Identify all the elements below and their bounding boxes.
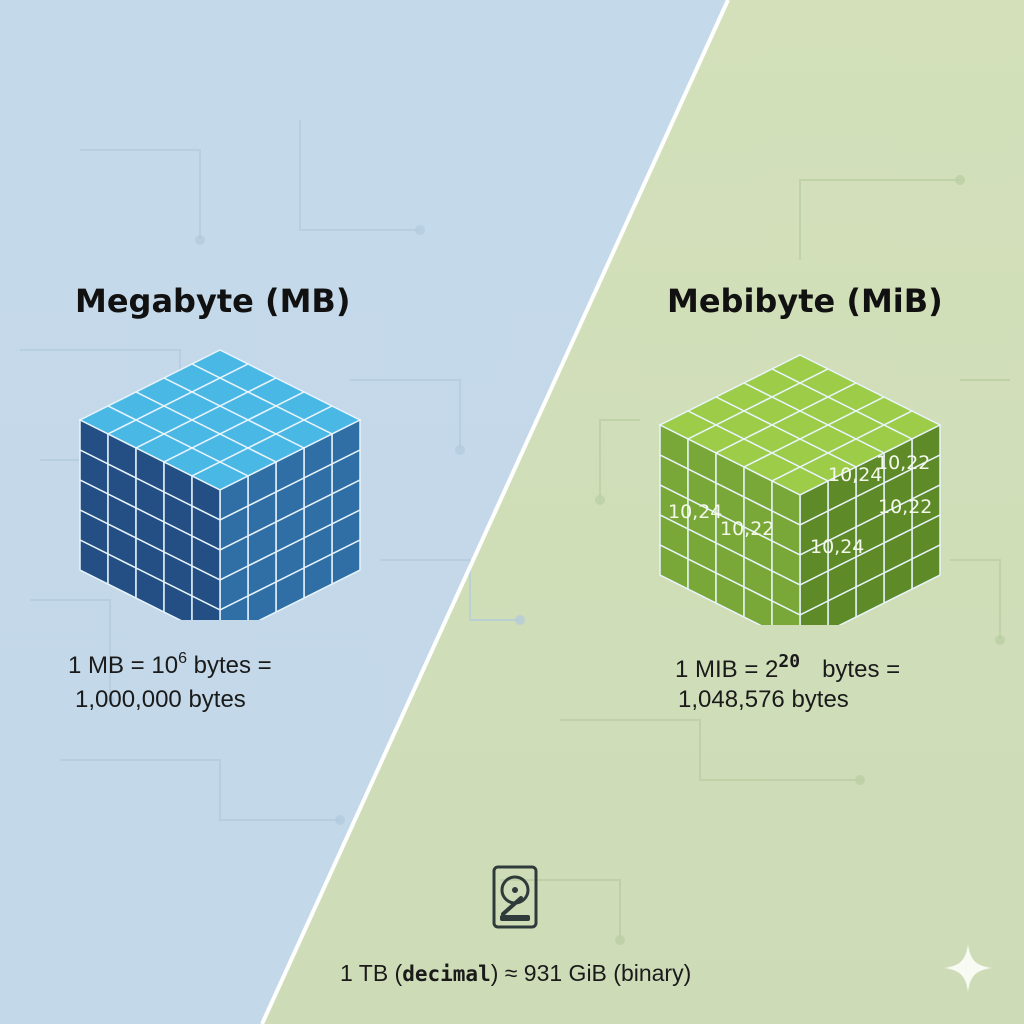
- cube-number-label: 10,22: [876, 452, 930, 474]
- cube-side-cell: [163, 580, 193, 620]
- mebibyte-value: 1,048,576 bytes: [678, 686, 849, 713]
- cube-number-label: 10,22: [720, 518, 774, 540]
- hard-drive-icon: [492, 865, 538, 929]
- cube-front-cell: [827, 585, 857, 625]
- megabyte-equation: 1 MB = 106 bytes =: [68, 650, 272, 679]
- cube-number-label: 10,22: [878, 496, 932, 518]
- cube-number-label: 10,24: [828, 464, 882, 486]
- cube-number-label: 10,24: [810, 536, 864, 558]
- megabyte-cube: [78, 349, 362, 620]
- cube-number-label: 10,24: [668, 501, 722, 523]
- divider-line: [260, 0, 730, 1024]
- cube-front-cell: [799, 599, 829, 625]
- tb-conversion-note: 1 TB (decimal) ≈ 931 GiB (binary): [340, 960, 692, 986]
- megabyte-value: 1,000,000 bytes: [75, 686, 246, 713]
- cube-side-cell: [743, 585, 773, 625]
- cube-side-cell: [771, 599, 801, 625]
- cube-side-cell: [191, 594, 221, 620]
- cube-front-cell: [247, 580, 277, 620]
- mebibyte-title: Mebibyte (MiB): [667, 282, 943, 320]
- megabyte-title: Megabyte (MB): [75, 282, 351, 320]
- mebibyte-equation: 1 MIB = 220 bytes =: [675, 651, 901, 683]
- right-panel: [262, 0, 1024, 1024]
- cube-front-cell: [219, 594, 249, 620]
- sparkle-icon: [944, 944, 992, 992]
